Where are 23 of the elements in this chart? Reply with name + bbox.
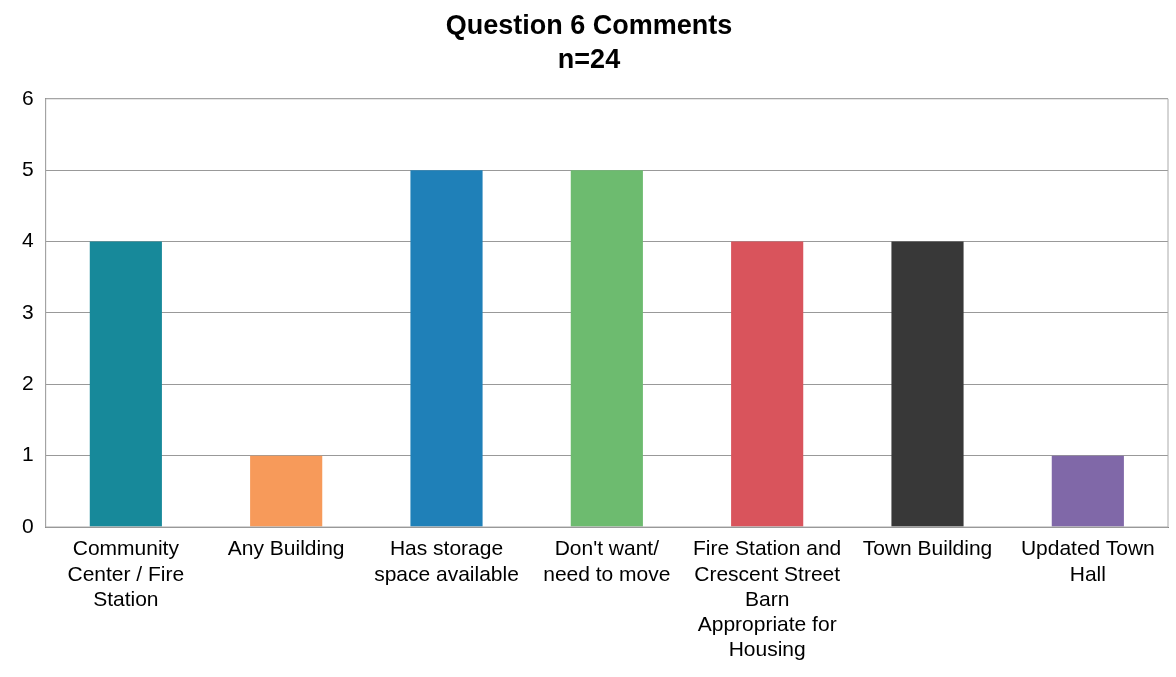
x-tick-label: Updated Town Hall — [1020, 536, 1155, 585]
x-tick-label: Any Building — [227, 536, 345, 560]
chart-subtitle: n=24 — [557, 44, 621, 75]
y-tick-label: 5 — [21, 156, 34, 180]
y-tick-label: 6 — [21, 85, 34, 109]
bar — [89, 241, 162, 527]
bar — [410, 170, 483, 527]
bar — [891, 241, 964, 527]
y-tick-label: 4 — [21, 228, 34, 252]
chart-title: Question 6 Comments — [445, 9, 733, 40]
x-tick-label: Don't want/ need to move — [543, 536, 671, 585]
y-tick-label: 0 — [21, 513, 34, 537]
x-tick-label: Community Center / Fire Station — [67, 536, 185, 610]
bar — [731, 241, 804, 527]
y-tick-label: 3 — [21, 299, 34, 323]
bar — [250, 455, 323, 527]
x-tick-label: Fire Station and Crescent Street Barn Appropriate for Housing — [693, 536, 842, 661]
bar — [570, 170, 643, 527]
x-tick-label: Town Building — [862, 536, 993, 560]
y-tick-label: 1 — [21, 442, 34, 466]
x-tick-label: Has storage space available — [374, 536, 519, 585]
y-tick-label: 2 — [21, 371, 34, 395]
bar — [1051, 455, 1124, 527]
